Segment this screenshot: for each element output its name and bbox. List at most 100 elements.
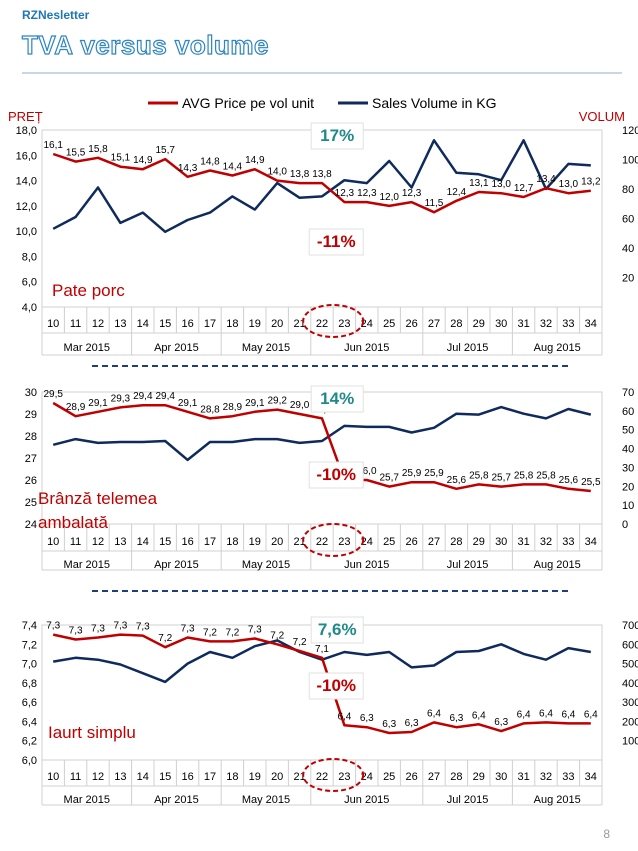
price-data-label: 26,0 xyxy=(357,466,377,477)
price-series-line xyxy=(52,152,591,214)
price-data-label: 6,4 xyxy=(337,711,351,722)
page-number: 8 xyxy=(603,827,610,841)
price-data-label: 25,5 xyxy=(581,477,601,488)
x-tick-label: 31 xyxy=(517,318,529,330)
left-tick-label: 25 xyxy=(25,497,37,509)
x-tick-label: 10 xyxy=(47,771,59,783)
price-data-label: 12,4 xyxy=(447,187,467,198)
chart-pate-porc: AVG Price pe vol unit Sales Volume in KG P… xyxy=(8,95,638,367)
x-tick-label: 22 xyxy=(316,771,328,783)
month-label: Mar 2015 xyxy=(64,794,110,806)
price-data-label: 11,5 xyxy=(425,198,444,209)
brand-name: RZNesletter xyxy=(22,8,90,22)
x-tick-label: 18 xyxy=(226,318,238,330)
right-axis-title: VOLUM xyxy=(579,109,625,124)
left-tick-label: 7,4 xyxy=(22,620,37,632)
price-data-label: 6,4 xyxy=(517,709,531,720)
right-tick-label: 40 xyxy=(622,444,634,456)
left-tick-label: 6,4 xyxy=(22,716,37,728)
x-tick-label: 26 xyxy=(405,771,417,783)
month-label: Jun 2015 xyxy=(344,794,389,806)
x-tick-label: 33 xyxy=(562,318,574,330)
month-label: Apr 2015 xyxy=(154,794,199,806)
month-label: Apr 2015 xyxy=(154,342,199,354)
price-data-label: 7,2 xyxy=(270,630,284,641)
x-tick-label: 18 xyxy=(226,771,238,783)
left-tick-label: 14,0 xyxy=(16,176,37,188)
volume-series-line xyxy=(52,405,592,462)
price-data-label: 6,3 xyxy=(494,717,508,728)
price-data-label: 25,7 xyxy=(491,473,511,484)
left-tick-label: 6,0 xyxy=(22,277,37,289)
price-data-label: 14,0 xyxy=(267,167,287,178)
price-data-label: 13,1 xyxy=(469,178,489,189)
month-label: Aug 2015 xyxy=(534,559,581,571)
price-data-label: 7,3 xyxy=(69,625,83,636)
left-tick-label: 12,0 xyxy=(16,201,37,213)
x-tick-label: 31 xyxy=(517,771,529,783)
price-data-label: 6,3 xyxy=(360,713,374,724)
volume-change-box xyxy=(310,122,364,150)
x-tick-label: 10 xyxy=(47,536,59,548)
title-divider xyxy=(22,72,622,74)
month-label: Aug 2015 xyxy=(534,794,581,806)
price-data-label: 29,5 xyxy=(43,389,63,400)
x-tick-label: 15 xyxy=(159,771,171,783)
month-label: May 2015 xyxy=(242,342,290,354)
chart-title: Pate porc xyxy=(52,281,125,300)
price-data-label: 25,6 xyxy=(447,475,467,486)
x-tick-label: 20 xyxy=(271,536,283,548)
x-tick-label: 23 xyxy=(338,318,350,330)
month-label: Jul 2015 xyxy=(447,794,489,806)
month-label: Mar 2015 xyxy=(64,342,110,354)
x-tick-label: 30 xyxy=(495,771,507,783)
x-tick-label: 27 xyxy=(428,318,440,330)
x-tick-label: 13 xyxy=(114,536,126,548)
x-tick-label: 16 xyxy=(181,536,193,548)
right-tick-label: 20 xyxy=(622,481,634,493)
price-data-label: 29,0 xyxy=(290,400,310,411)
price-data-label: 29,1 xyxy=(178,398,198,409)
chart-iaurt-simplu: 6,0 6,2 6,4 6,6 6,8 7,0 7,2 7,4 100 200 300 400 500 6… xyxy=(22,616,638,806)
x-tick-label: 23 xyxy=(338,771,350,783)
price-data-label: 7,3 xyxy=(248,625,262,636)
x-tick-label: 28 xyxy=(450,318,462,330)
price-data-label: 29,3 xyxy=(111,393,131,404)
x-tick-label: 25 xyxy=(383,771,395,783)
x-tick-label: 22 xyxy=(316,536,328,548)
left-tick-label: 4,0 xyxy=(22,302,37,314)
x-tick-label: 11 xyxy=(70,318,81,330)
left-tick-label: 29 xyxy=(25,409,37,421)
x-tick-label: 11 xyxy=(70,536,81,548)
price-change-label: -10% xyxy=(316,465,356,484)
left-tick-label: 30 xyxy=(25,387,37,399)
x-tick-label: 19 xyxy=(249,536,261,548)
x-tick-label: 31 xyxy=(517,536,529,548)
x-tick-label: 11 xyxy=(70,771,81,783)
price-data-label: 14,4 xyxy=(223,162,243,173)
page-title: TVA versus volume xyxy=(21,29,269,60)
right-tick-label: 500 xyxy=(622,659,638,671)
price-data-label: 14,3 xyxy=(178,163,198,174)
right-tick-label: 200 xyxy=(622,716,638,728)
price-data-label: 29,1 xyxy=(245,398,265,409)
price-data-label: 15,5 xyxy=(66,148,86,159)
x-tick-label: 17 xyxy=(204,318,216,330)
price-data-label: 15,8 xyxy=(88,144,108,155)
price-data-label: 6,4 xyxy=(584,709,598,720)
price-data-label: 6,4 xyxy=(427,708,441,719)
volume-change-box xyxy=(310,385,364,413)
x-tick-label: 34 xyxy=(585,771,597,783)
x-tick-label: 25 xyxy=(383,318,395,330)
right-tick-label: 300 xyxy=(622,697,638,709)
x-tick-label: 32 xyxy=(540,771,552,783)
price-series-line xyxy=(52,401,591,493)
x-tick-label: 20 xyxy=(271,771,283,783)
month-label: Jul 2015 xyxy=(447,342,489,354)
month-label: Jul 2015 xyxy=(447,559,489,571)
month-label: Jun 2015 xyxy=(344,342,389,354)
left-tick-label: 8,0 xyxy=(22,251,37,263)
left-axis-title: PREȚ xyxy=(8,109,43,124)
highlight-circle xyxy=(302,523,365,557)
x-tick-label: 28 xyxy=(450,536,462,548)
